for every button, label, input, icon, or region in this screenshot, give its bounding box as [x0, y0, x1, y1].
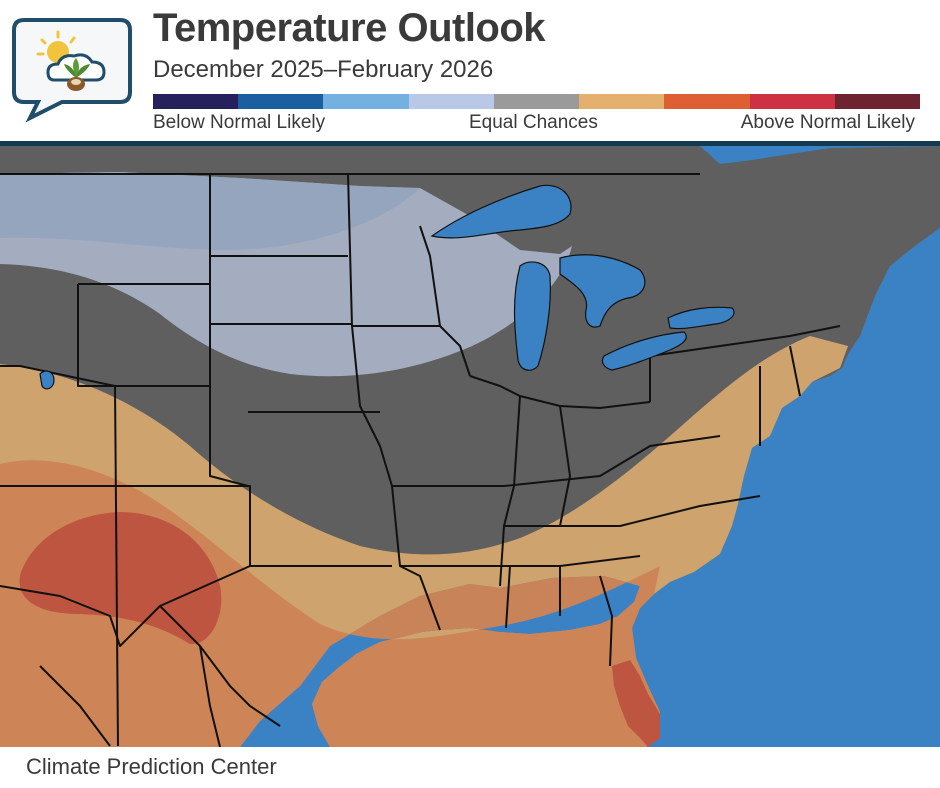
legend-label-above: Above Normal Likely — [740, 112, 915, 133]
great-salt-lake — [39, 370, 55, 390]
legend-swatch-4 — [408, 94, 494, 109]
legend-swatch-1 — [153, 94, 239, 109]
legend-color-scale — [153, 94, 920, 109]
legend-swatch-9 — [834, 94, 920, 109]
legend-swatch-2 — [238, 94, 324, 109]
page-subtitle: December 2025–February 2026 — [153, 56, 494, 83]
legend-swatch-7 — [664, 94, 750, 109]
legend-label-below: Below Normal Likely — [153, 112, 326, 133]
great-lakes — [39, 184, 735, 390]
lake-erie — [601, 331, 687, 371]
outlook-map — [0, 146, 940, 747]
legend-swatch-8 — [749, 94, 835, 109]
page-title: Temperature Outlook — [153, 6, 546, 50]
above-normal-50-zone-florida — [612, 660, 660, 747]
legend-labels: Below Normal Likely Equal Chances Above … — [153, 112, 915, 134]
legend-label-equal: Equal Chances — [469, 112, 598, 133]
legend-swatch-6 — [579, 94, 665, 109]
header: Temperature Outlook December 2025–Februa… — [0, 0, 940, 143]
legend-swatch-5 — [493, 94, 580, 109]
lake-michigan — [513, 261, 551, 371]
above-normal-50-zone-southwest — [19, 512, 222, 645]
state-boundaries — [0, 173, 841, 747]
logo-icon — [12, 18, 132, 122]
lake-ontario — [667, 306, 735, 330]
lake-superior — [430, 184, 572, 239]
header-divider — [0, 141, 940, 146]
legend-swatch-3 — [323, 94, 409, 109]
source-credit: Climate Prediction Center — [26, 754, 277, 779]
lake-huron — [559, 254, 646, 328]
